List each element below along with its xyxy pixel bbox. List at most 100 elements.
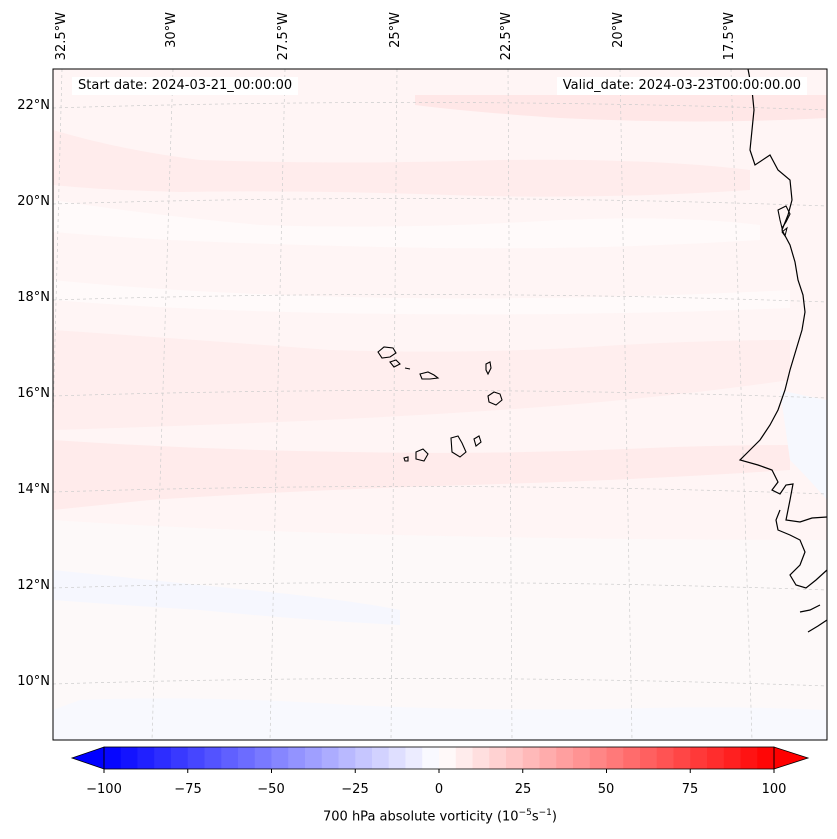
colorbar-label-exp2: −1 [538,808,552,818]
colorbar-segment [539,747,557,769]
colorbar-segment [439,747,457,769]
colorbar-segment [204,747,222,769]
vorticity-band-mid [53,330,790,430]
valid-date-label: Valid_date: 2024-03-23T00:00:00.00 [556,77,807,95]
colorbar-segment [120,747,138,769]
colorbar-extend-min-arrow [70,746,105,770]
colorbar-extend-max-arrow [773,746,810,770]
colorbar-segment [690,747,708,769]
colorbar-segment [723,747,741,769]
island-boa-vista [487,391,503,406]
colorbar-tick-label: 25 [514,782,532,797]
lon-label-27-5: 27.5°W [276,12,291,61]
vorticity-band-negative-3 [53,698,827,740]
longitude-gridlines [52,68,753,741]
gridline-lon-32-5 [52,68,63,421]
colorbar-tick-label: −75 [174,782,202,797]
colorbar-segment [522,747,540,769]
lon-label-22-5: 22.5°W [499,12,514,61]
colorbar-segment [372,747,390,769]
latitude-gridlines [52,102,828,687]
vorticity-band-white-1 [53,200,760,249]
colorbar-segment [757,747,775,769]
colorbar-segment [338,747,356,769]
gridline-lat-10 [52,678,828,687]
colorbar-segment [472,747,490,769]
vorticity-band-north [415,95,827,122]
colorbar-segment [238,747,256,769]
colorbar-label: 700 hPa absolute vorticity (10−5s−1) [0,808,837,824]
coastline-islet [781,226,788,238]
colorbar-segment [656,747,674,769]
lat-label-22: 22°N [17,98,50,113]
colorbar-segment [187,747,205,769]
gridline-lon-22-5 [507,68,513,741]
colorbar-segment [104,747,122,769]
colorbar-segment [589,747,607,769]
colorbar-segment [405,747,423,769]
gridline-lon-30 [151,68,174,741]
colorbar-tick-label: 0 [434,782,444,797]
colorbar-tick-label: −50 [257,782,285,797]
colorbar-label-end: ) [551,809,557,825]
colorbar-tick-label: 50 [597,782,615,797]
lat-label-12: 12°N [17,578,50,593]
colorbar-segment [707,747,725,769]
colorbar [70,746,810,773]
lon-label-25: 25°W [388,12,403,48]
west-africa-coastline [738,68,828,633]
lat-label-18: 18°N [17,290,50,305]
colorbar-segment [271,747,289,769]
colorbar-tick-label: 75 [681,782,699,797]
island-santa-luzia [404,367,411,370]
vorticity-band-south-neutral [53,520,827,740]
colorbar-segment [573,747,591,769]
lat-label-10: 10°N [17,674,50,689]
start-date-label: Start date: 2024-03-21_00:00:00 [72,77,299,95]
island-santiago [450,435,467,458]
lon-label-32-5: 32.5°W [54,12,69,61]
colorbar-tick-label: −100 [86,782,122,797]
island-sal [485,361,492,376]
colorbar-segment [455,747,473,769]
island-sao-vicente [389,359,401,368]
coastline-inlet-dakar [777,205,791,230]
colorbar-segment [489,747,507,769]
colorbar-segment [740,747,758,769]
vorticity-band-upper [53,130,750,197]
vorticity-band-white-2 [53,280,790,315]
vorticity-band-south-pink [53,440,790,510]
colorbar-segment [321,747,339,769]
vorticity-band-negative-2 [780,390,827,500]
colorbar-segment [673,747,691,769]
colorbar-segment [556,747,574,769]
gridline-lat-12 [52,582,828,591]
lon-label-30: 30°W [164,12,179,48]
colorbar-segment [137,747,155,769]
colorbar-tick-label: −25 [341,782,369,797]
gridline-lat-14 [52,486,828,495]
lat-label-20: 20°N [17,194,50,209]
colorbar-segment [254,747,272,769]
gridline-lat-16 [52,390,828,399]
colorbar-segment [288,747,306,769]
colorbar-tick-label: 100 [761,782,787,797]
colorbar-segment [623,747,641,769]
colorbar-segment [171,747,189,769]
gridline-lat-20 [52,198,828,207]
island-brava [403,456,409,462]
gridline-lon-25 [390,68,398,741]
colorbar-segment [305,747,323,769]
cabo-verde-islands [377,346,503,462]
colorbar-label-exp1: −5 [518,808,532,818]
island-fogo [415,448,429,462]
colorbar-segment [154,747,172,769]
gridline-lat-22 [52,102,828,111]
colorbar-label-main: 700 hPa absolute vorticity (10 [323,809,519,825]
gridline-lon-20 [619,68,633,741]
colorbar-segment [422,747,440,769]
gridline-lon-17-5 [730,68,753,741]
colorbar-segment [355,747,373,769]
